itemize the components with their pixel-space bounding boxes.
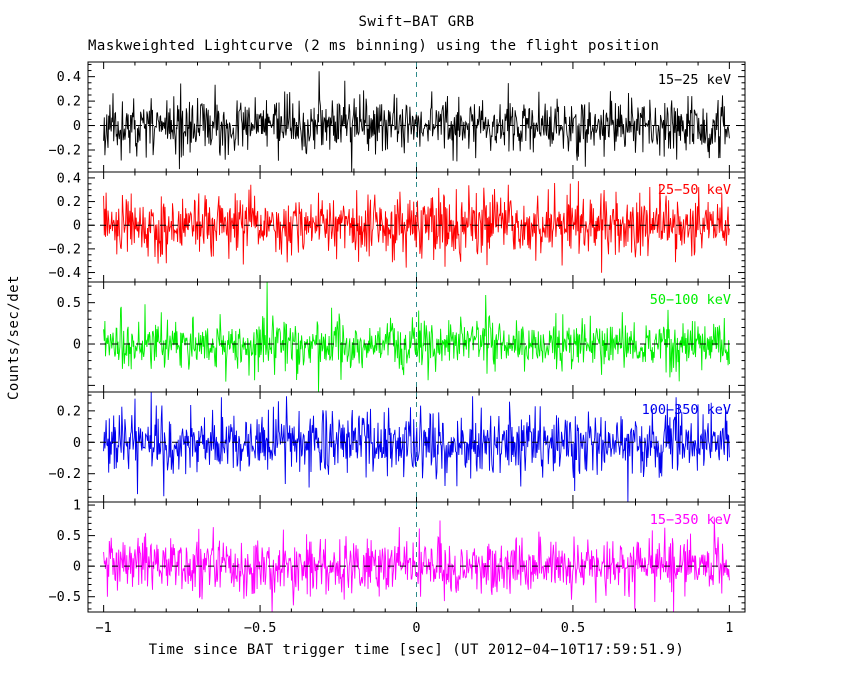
trace-15-350-kev	[103, 517, 730, 613]
panel-4: −0.2 0 0.2 100−350 keV	[48, 391, 746, 503]
x-tick-label: 0	[412, 620, 420, 636]
y-tick-label: 0	[73, 559, 81, 575]
x-tick-label: 0.5	[561, 620, 585, 636]
x-tick-label: 1	[725, 620, 733, 636]
y-tick-label: 0	[73, 435, 81, 451]
panel-2: −0.4 −0.2 0 0.2 0.4 25−50 keV	[48, 170, 746, 283]
energy-band-label: 15−25 keV	[658, 72, 731, 88]
x-tick-label: −1	[96, 620, 112, 636]
y-tick-label: −0.4	[48, 265, 81, 281]
y-tick-label: 1	[73, 498, 81, 514]
y-tick-label: −0.2	[48, 241, 81, 257]
trace-15-25-kev	[103, 71, 730, 173]
chart-title: Swift−BAT GRB	[358, 14, 475, 30]
y-tick-label: −0.2	[48, 143, 81, 159]
y-tick-label: 0.4	[57, 170, 81, 186]
chart-subtitle: Maskweighted Lightcurve (2 ms binning) u…	[88, 38, 660, 54]
y-tick-label: 0	[73, 218, 81, 234]
y-tick-label: 0.5	[57, 295, 81, 311]
trace-50-100-kev	[103, 281, 730, 393]
y-tick-label: 0.2	[57, 94, 81, 110]
y-tick-label: −0.2	[48, 466, 81, 482]
energy-band-label: 15−350 keV	[650, 512, 731, 528]
y-tick-label: 0	[73, 118, 81, 134]
y-tick-label: −0.5	[48, 589, 81, 605]
energy-band-label: 50−100 keV	[650, 292, 731, 308]
panel-3: 0 0.5 50−100 keV	[57, 281, 746, 393]
panel-frame	[87, 501, 746, 613]
trace-25-50-kev	[103, 181, 730, 273]
x-axis-label: Time since BAT trigger time [sec] (UT 20…	[148, 642, 685, 658]
panel-5: −0.5 0 0.5 1 15−350 keV	[48, 498, 746, 613]
y-tick-label: 0	[73, 337, 81, 353]
energy-band-label: 25−50 keV	[658, 182, 731, 198]
y-tick-label: 0.2	[57, 403, 81, 419]
y-tick-label: 0.5	[57, 528, 81, 544]
y-tick-label: 0.2	[57, 194, 81, 210]
y-tick-label: 0.4	[57, 69, 81, 85]
x-tick-label: −0.5	[244, 620, 277, 636]
trace-100-350-kev	[103, 391, 730, 503]
panel-1: −0.2 0 0.2 0.4 15−25 keV	[48, 61, 746, 173]
energy-band-label: 100−350 keV	[642, 402, 731, 418]
